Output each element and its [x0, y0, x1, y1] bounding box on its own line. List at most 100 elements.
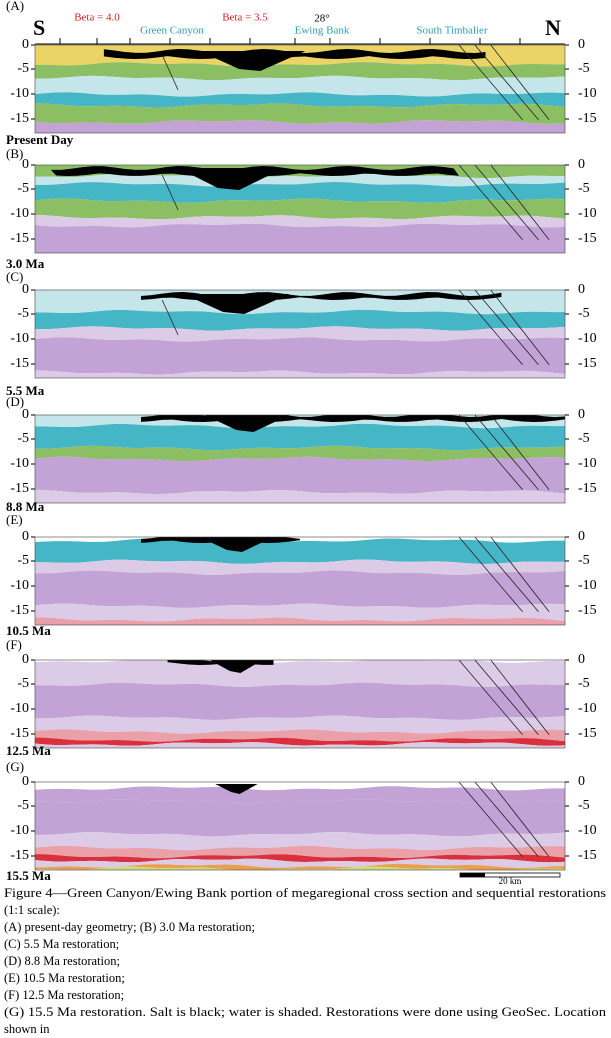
fault	[474, 782, 539, 858]
panel-label: (F)	[6, 637, 22, 652]
depth-label-left: 0	[22, 157, 29, 172]
stratum	[35, 617, 565, 625]
panel-label: (E)	[6, 512, 23, 527]
depth-label-left: -15	[10, 603, 29, 618]
fault	[474, 415, 539, 491]
fault	[490, 45, 550, 121]
south-label: S	[33, 15, 45, 40]
depth-label-left: -5	[17, 61, 29, 76]
panel-age: 12.5 Ma	[6, 743, 51, 758]
panel-label: (C)	[6, 269, 23, 284]
stratum	[35, 603, 565, 622]
stratum	[35, 715, 565, 734]
caption-line: (A) present-day geometry; (B) 3.0 Ma res…	[4, 920, 255, 934]
depth-label-right: 0	[578, 774, 585, 789]
fault	[161, 174, 179, 211]
cross-section	[34, 781, 566, 871]
depth-label-left: 0	[22, 774, 29, 789]
depth-label-left: -15	[10, 848, 29, 863]
depth-label-right: -5	[578, 676, 590, 691]
salt-basin	[183, 294, 290, 314]
depth-label-right: -15	[578, 848, 597, 863]
depth-label-right: -10	[578, 701, 597, 716]
cross-section	[34, 289, 566, 379]
depth-label-left: 0	[22, 282, 29, 297]
depth-label-right: 0	[578, 529, 585, 544]
stratum	[35, 223, 565, 253]
depth-label-right: 0	[578, 157, 585, 172]
panel-age: 5.5 Ma	[6, 383, 45, 398]
depth-label-right: -10	[578, 456, 597, 471]
panel-label: (A)	[6, 0, 24, 13]
header-label: Ewing Bank	[295, 25, 350, 37]
cross-section	[34, 44, 566, 134]
caption-line: shown in	[4, 1022, 50, 1036]
fault	[490, 660, 550, 736]
fault	[458, 537, 523, 613]
fault	[458, 660, 523, 736]
section-frame	[34, 164, 566, 254]
depth-label-right: 0	[578, 652, 585, 667]
stratum	[35, 309, 565, 331]
scale-bar-fill	[460, 873, 485, 877]
depth-label-right: -15	[578, 231, 597, 246]
fault	[458, 782, 523, 858]
depth-label-left: 0	[22, 407, 29, 422]
strata	[35, 290, 565, 378]
stratum	[35, 682, 565, 720]
stratum	[35, 456, 565, 495]
stratum	[35, 103, 565, 124]
panel-age: 10.5 Ma	[6, 623, 51, 638]
depth-label-left: -5	[17, 798, 29, 813]
depth-label-right: 0	[578, 37, 585, 52]
depth-label-right: -10	[578, 578, 597, 593]
depth-label-right: -15	[578, 603, 597, 618]
caption-line: (G) 15.5 Ma restoration. Salt is black; …	[4, 1005, 607, 1019]
panel-label: (B)	[6, 146, 23, 161]
depth-label-right: -15	[578, 481, 597, 496]
fault	[474, 537, 539, 613]
stratum	[35, 858, 565, 868]
stratum	[35, 729, 565, 742]
stratum	[35, 737, 565, 746]
depth-label-right: -15	[578, 726, 597, 741]
fault	[458, 45, 523, 121]
fault	[458, 415, 523, 491]
header-label: 28°	[314, 13, 329, 25]
depth-label-left: -10	[10, 456, 29, 471]
salt-basin	[209, 660, 263, 673]
stratum	[35, 445, 565, 462]
depth-label-left: -10	[10, 331, 29, 346]
section-frame	[34, 414, 566, 504]
fault	[490, 537, 550, 613]
stratum	[35, 120, 565, 133]
depth-label-left: -15	[10, 231, 29, 246]
stratum	[35, 660, 565, 687]
stratum	[35, 538, 565, 564]
stratum	[35, 173, 565, 187]
salt-basin	[199, 51, 306, 71]
section-frame	[34, 659, 566, 749]
stratum	[35, 75, 565, 97]
depth-label-left: -5	[17, 306, 29, 321]
depth-label-left: -15	[10, 111, 29, 126]
section-frame	[34, 536, 566, 626]
depth-label-right: -10	[578, 823, 597, 838]
stratum	[35, 198, 565, 220]
salt-basin	[204, 415, 290, 432]
depth-label-left: -15	[10, 481, 29, 496]
fault	[458, 165, 523, 241]
strata	[35, 45, 565, 133]
depth-label-right: -10	[578, 86, 597, 101]
section-frame	[34, 781, 566, 871]
strata	[35, 415, 565, 503]
cross-section	[34, 164, 566, 254]
depth-label-left: -5	[17, 553, 29, 568]
fault	[474, 660, 539, 736]
fault	[490, 782, 550, 858]
stratum	[35, 215, 565, 228]
caption-line: (1:1 scale):	[4, 903, 60, 917]
section-frame	[34, 44, 566, 134]
depth-label-right: -10	[578, 331, 597, 346]
stratum	[35, 423, 565, 451]
